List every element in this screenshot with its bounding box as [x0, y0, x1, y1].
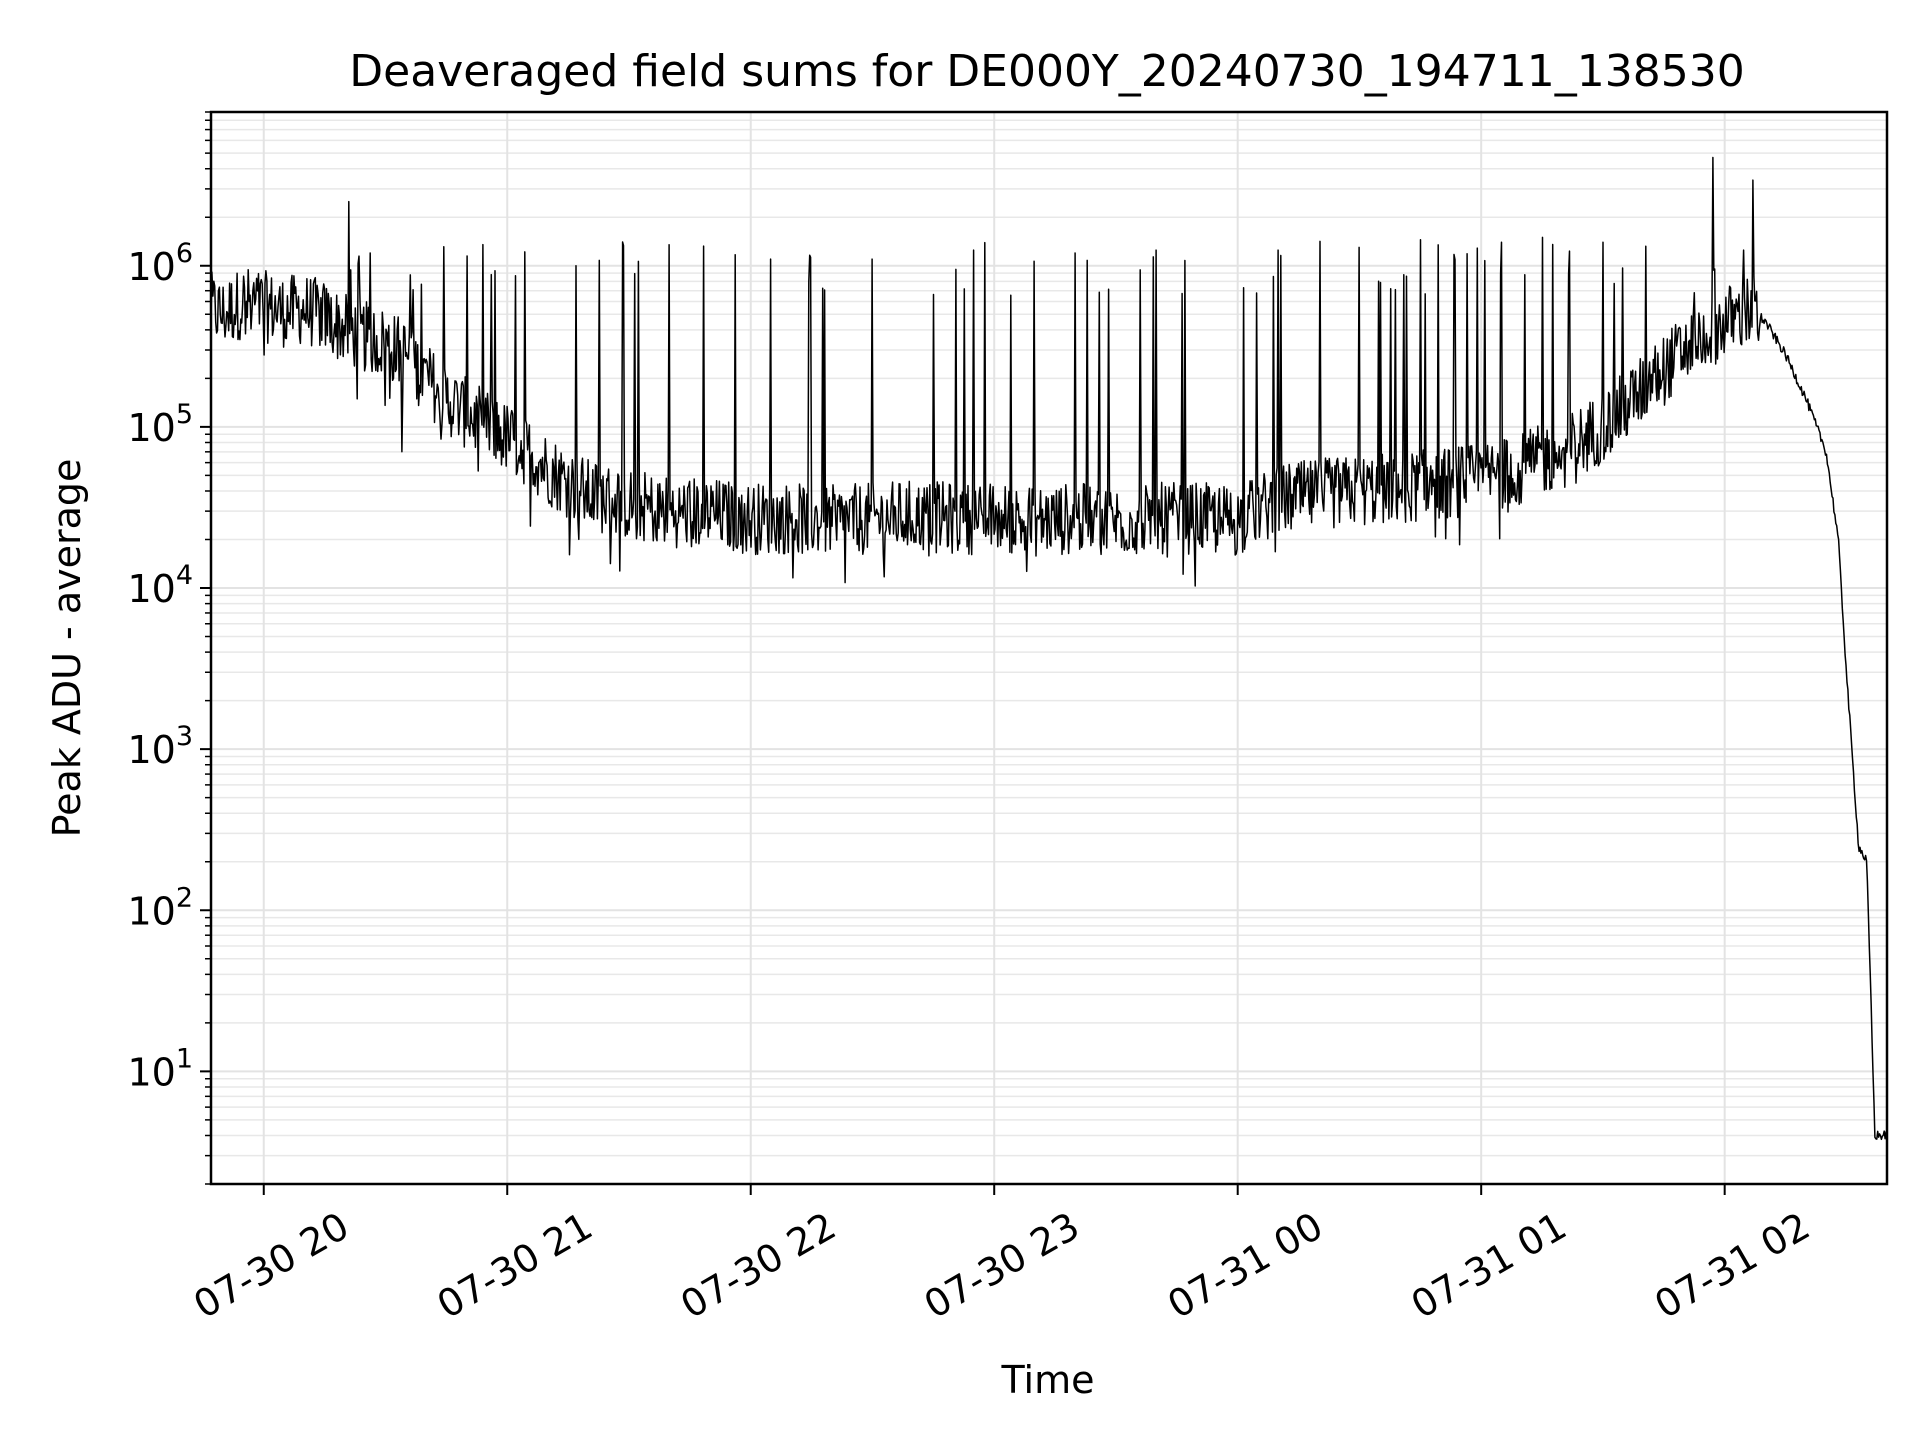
x-tick-label: 07-30 21	[430, 1204, 600, 1328]
x-tick-label: 07-31 01	[1404, 1204, 1574, 1328]
y-ticks: 101 102 103 104 105 106	[127, 111, 211, 1185]
y-tick-label: 106	[127, 238, 193, 289]
x-axis-label: Time	[1001, 1358, 1095, 1402]
y-tick-label: 104	[127, 560, 193, 611]
x-tick-label: 07-30 20	[186, 1204, 356, 1328]
x-tick-label: 07-31 02	[1647, 1204, 1817, 1328]
y-tick-label: 105	[127, 399, 193, 450]
chart-title: Deaveraged field sums for DE000Y_2024073…	[349, 46, 1744, 97]
y-axis-label: Peak ADU - average	[45, 459, 89, 838]
plot-area-frame	[209, 110, 1889, 1186]
y-tick-label: 103	[127, 721, 193, 772]
y-tick-label: 102	[127, 882, 193, 933]
x-ticks: 07-30 20 07-30 21 07-30 22 07-30 23 07-31 00…	[186, 1184, 1817, 1327]
x-tick-label: 07-31 00	[1160, 1204, 1330, 1328]
grid	[211, 111, 1887, 1185]
x-tick-label: 07-30 23	[917, 1204, 1087, 1328]
y-tick-label: 101	[127, 1043, 193, 1094]
series-line	[210, 156, 1888, 1141]
x-tick-label: 07-30 22	[673, 1204, 843, 1328]
